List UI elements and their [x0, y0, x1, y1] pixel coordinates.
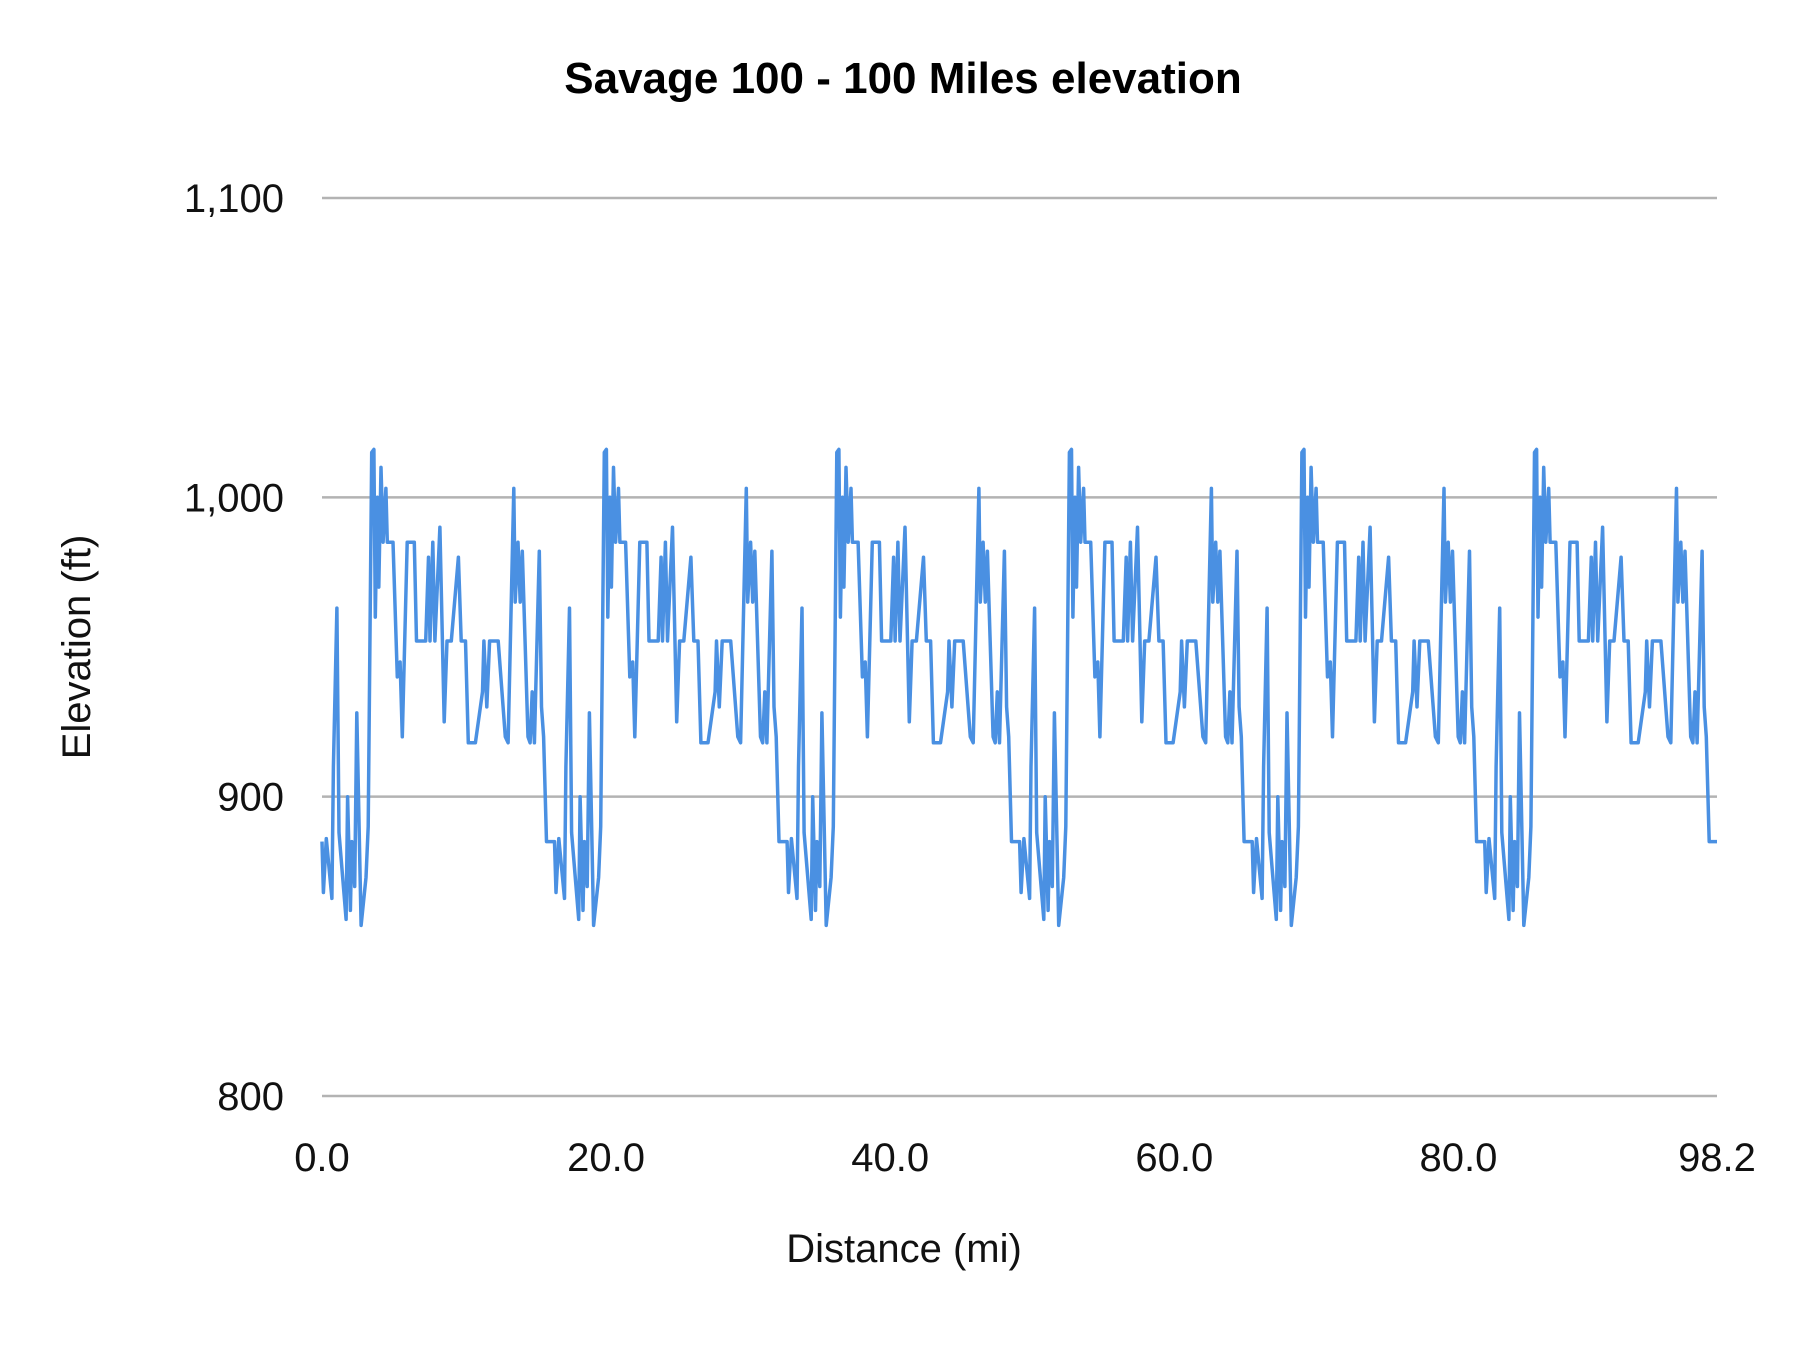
x-tick-label: 40.0	[851, 1136, 929, 1180]
y-axis-label: Elevation (ft)	[55, 535, 99, 760]
elevation-line	[320, 447, 1717, 928]
x-tick-label: 20.0	[567, 1136, 645, 1180]
x-tick-label: 0.0	[294, 1136, 350, 1180]
y-tick-label: 1,100	[184, 177, 284, 221]
x-tick-label: 60.0	[1135, 1136, 1213, 1180]
y-tick-label: 900	[217, 776, 284, 820]
y-tick-label: 1,000	[184, 476, 284, 520]
x-axis-label: Distance (mi)	[786, 1227, 1022, 1271]
y-tick-label: 800	[217, 1075, 284, 1119]
gridlines	[322, 196, 1717, 1098]
chart-title: Savage 100 - 100 Miles elevation	[564, 54, 1242, 103]
x-axis-ticks: 0.0 20.0 40.0 60.0 80.0 98.2	[294, 1136, 1756, 1180]
y-axis-ticks: 800 900 1,000 1,100	[184, 177, 284, 1119]
x-tick-label: 80.0	[1420, 1136, 1498, 1180]
x-tick-label: 98.2	[1678, 1136, 1756, 1180]
